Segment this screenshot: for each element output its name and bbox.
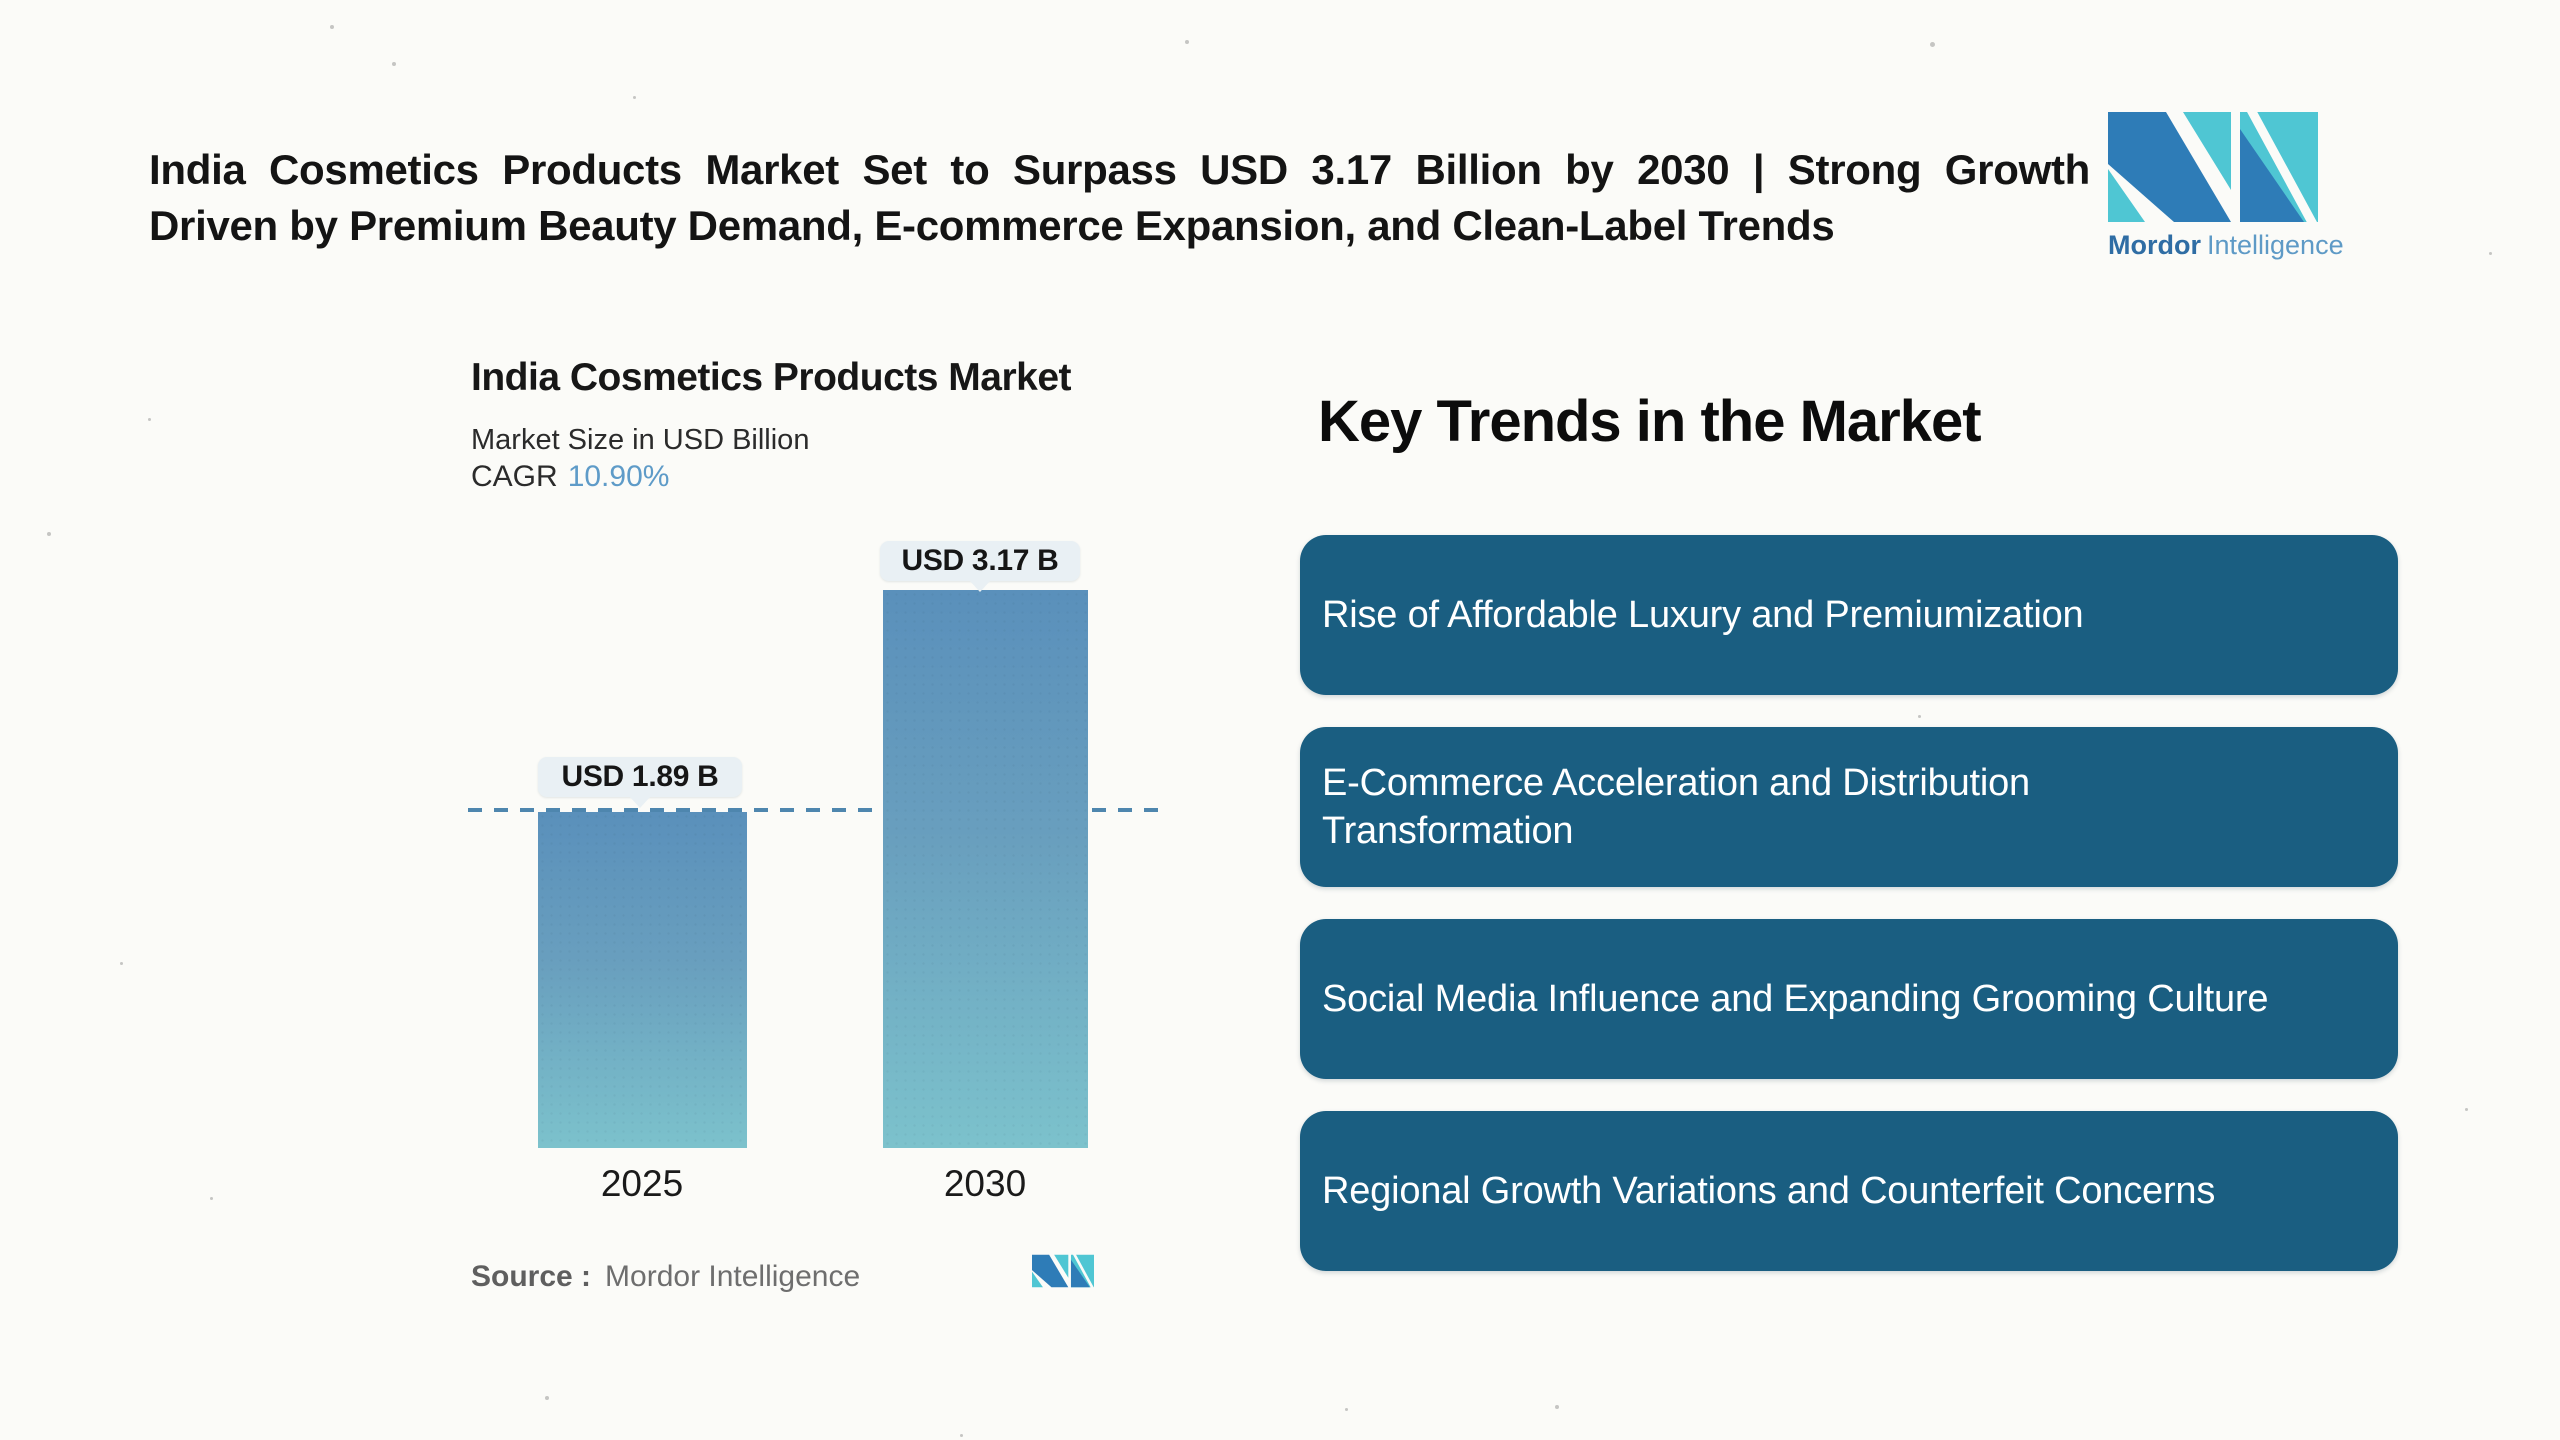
x-axis-label-2025: 2025 [600, 1163, 684, 1204]
callout-pointer [629, 796, 651, 808]
x-axis-label-2030: 2030 [943, 1163, 1027, 1204]
source-label: Source : [471, 1260, 592, 1293]
speckle-dot [633, 96, 636, 99]
trend-label-1: Rise of Affordable Luxury and Premiumiza… [1322, 594, 2084, 636]
speckle-dot [960, 1434, 963, 1437]
chart-title: India Cosmetics Products Market [471, 356, 1072, 399]
page-title-line1: India Cosmetics Products Market Set to S… [149, 146, 2090, 193]
bar-label-callout-2025: USD 1.89 B [538, 757, 742, 808]
source-row: Source : Mordor Intelligence [471, 1260, 860, 1294]
mordor-logo-icon [2108, 112, 2358, 222]
speckle-dot [148, 418, 151, 421]
mordor-logo-small-icon [1032, 1252, 1094, 1293]
speckle-dot [1555, 1405, 1559, 1409]
page-title-line2: Driven by Premium Beauty Demand, E-comme… [149, 202, 1835, 249]
brand-name-bold: Mordor [2108, 230, 2201, 260]
source-value: Mordor Intelligence [605, 1260, 861, 1293]
chart-subtitle: Market Size in USD Billion [471, 424, 810, 456]
chart-cagr: CAGR 10.90% [471, 460, 669, 494]
trend-label-3: Social Media Influence and Expanding Gro… [1322, 978, 2269, 1020]
reference-dashed-line [468, 808, 1170, 812]
speckle-dot [1918, 715, 1921, 718]
speckle-dot [1930, 42, 1935, 47]
bar-2030 [883, 590, 1088, 1148]
speckle-dot [47, 532, 51, 536]
cagr-value: 10.90% [567, 460, 670, 493]
bar-label-2030: USD 3.17 B [901, 544, 1059, 577]
speckle-dot [2465, 1108, 2468, 1111]
trend-box-1: Rise of Affordable Luxury and Premiumiza… [1300, 535, 2398, 695]
speckle-dot [210, 1197, 213, 1200]
speckle-dot [330, 25, 334, 29]
bar-2025 [538, 812, 747, 1148]
speckle-dot [392, 62, 396, 66]
speckle-dot [1185, 40, 1189, 44]
trend-box-3: Social Media Influence and Expanding Gro… [1300, 919, 2398, 1079]
brand-wordmark: Mordor Intelligence [2108, 230, 2358, 261]
bar-label-2025: USD 1.89 B [561, 760, 719, 793]
callout-pointer [969, 580, 991, 592]
brand-logo: Mordor Intelligence [2108, 112, 2358, 261]
bar-label-callout-2030: USD 3.17 B [880, 541, 1080, 592]
trend-label-4: Regional Growth Variations and Counterfe… [1322, 1170, 2216, 1212]
cagr-label: CAGR [471, 460, 558, 493]
trend-box-4: Regional Growth Variations and Counterfe… [1300, 1111, 2398, 1271]
speckle-dot [2489, 252, 2492, 255]
brand-name-light: Intelligence [2206, 230, 2344, 260]
key-trends-heading: Key Trends in the Market [1318, 389, 1982, 454]
speckle-dot [1345, 1408, 1348, 1411]
speckle-dot [545, 1396, 549, 1400]
trend-label-2: E-Commerce Acceleration and Distribution… [1322, 762, 2030, 852]
page-title: India Cosmetics Products Market Set to S… [149, 142, 2090, 254]
speckle-dot [120, 962, 123, 965]
trend-box-2: E-Commerce Acceleration and Distribution… [1300, 727, 2398, 887]
